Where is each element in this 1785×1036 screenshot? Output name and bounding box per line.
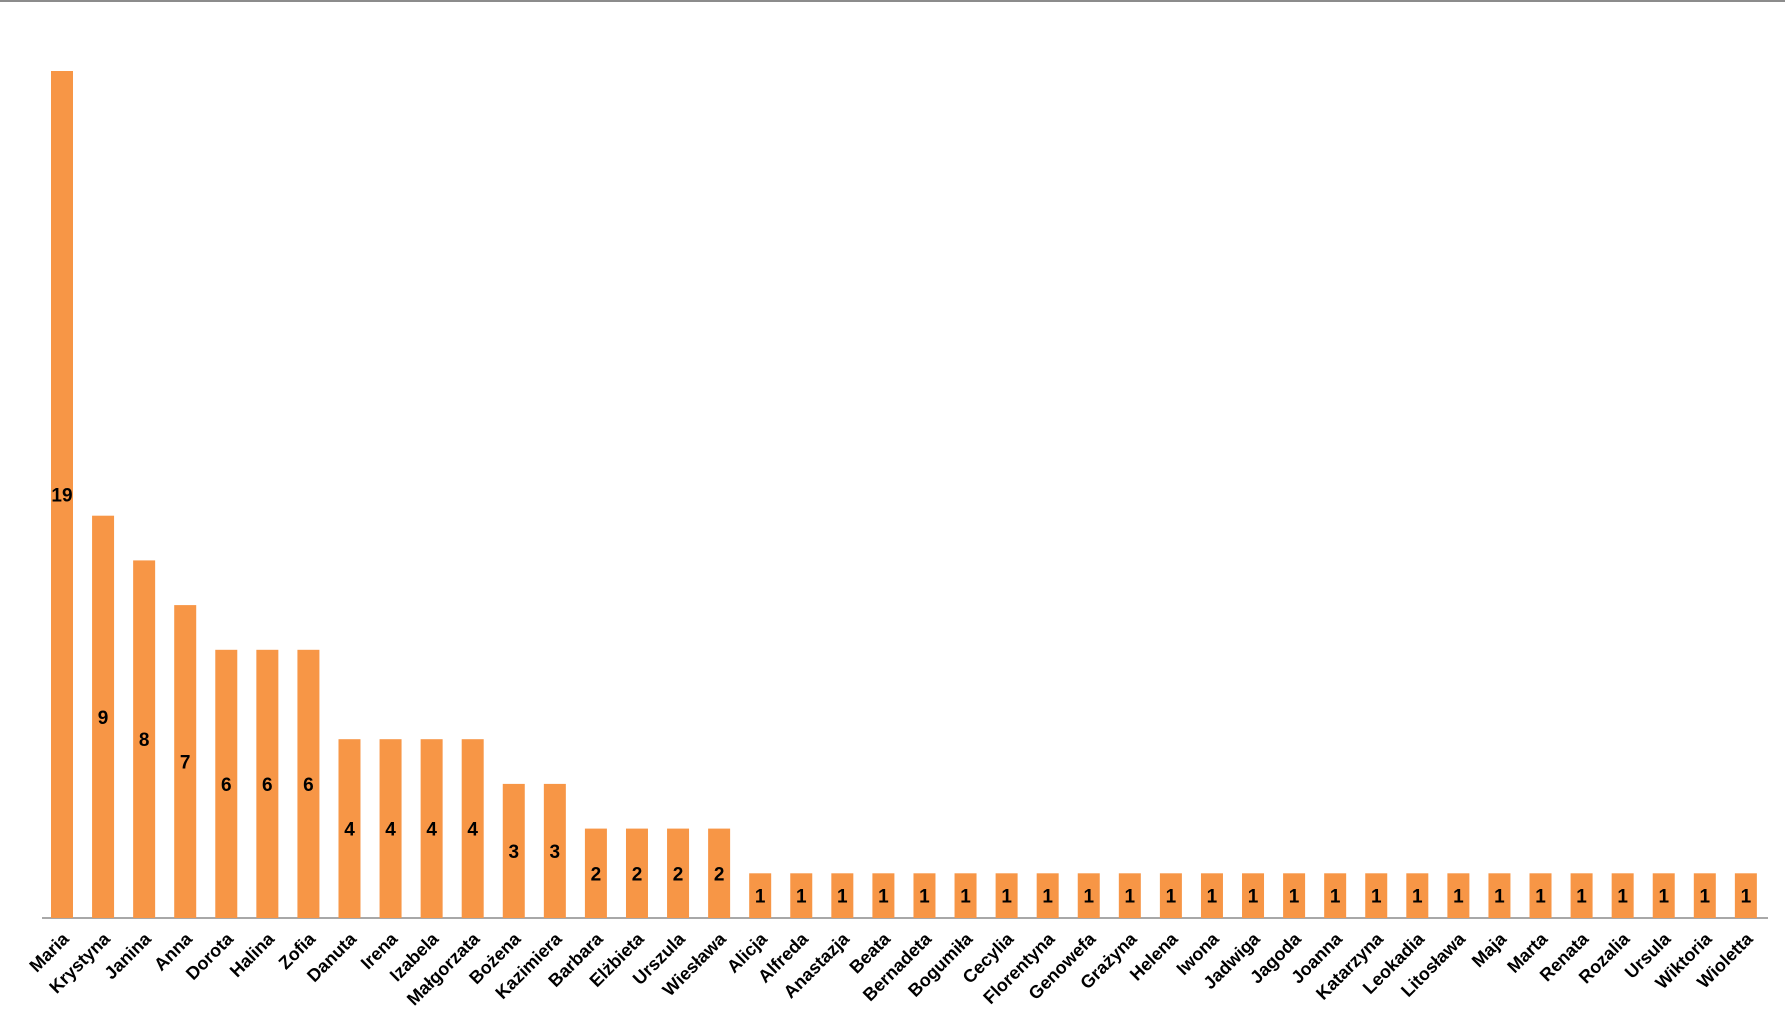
data-label: 1 xyxy=(1248,887,1259,908)
bar xyxy=(1406,873,1429,918)
bar xyxy=(420,739,443,918)
bar xyxy=(1570,873,1593,918)
data-label: 1 xyxy=(1658,887,1669,908)
bar xyxy=(625,828,648,918)
bar xyxy=(831,873,854,918)
bar xyxy=(790,873,813,918)
bar xyxy=(1365,873,1388,918)
bar xyxy=(1036,873,1059,918)
data-label: 6 xyxy=(262,775,273,796)
data-label: 1 xyxy=(1330,887,1341,908)
data-label: 1 xyxy=(1494,887,1505,908)
data-label: 9 xyxy=(98,708,109,729)
data-label: 1 xyxy=(1741,887,1752,908)
bar xyxy=(1283,873,1306,918)
bar xyxy=(92,515,115,918)
bar xyxy=(1324,873,1347,918)
data-label: 2 xyxy=(714,864,725,885)
x-tick-label: Halina xyxy=(226,928,279,981)
bar xyxy=(256,649,279,918)
data-label: 19 xyxy=(51,486,72,507)
bar xyxy=(174,605,197,918)
bar xyxy=(543,783,566,918)
bar xyxy=(913,873,936,918)
bar xyxy=(1652,873,1675,918)
data-label: 1 xyxy=(1576,887,1587,908)
x-tick-label: Janina xyxy=(100,928,155,983)
bar xyxy=(995,873,1018,918)
bar xyxy=(1447,873,1470,918)
data-label: 1 xyxy=(960,887,971,908)
x-tick-label: Helena xyxy=(1126,928,1183,985)
bar xyxy=(1488,873,1511,918)
data-label: 1 xyxy=(1125,887,1136,908)
bar xyxy=(338,739,361,918)
data-label: 4 xyxy=(385,820,396,841)
bar xyxy=(133,560,156,918)
data-label: 1 xyxy=(1412,887,1423,908)
data-label: 1 xyxy=(878,887,889,908)
bar xyxy=(1159,873,1182,918)
bar xyxy=(1529,873,1552,918)
bar xyxy=(872,873,895,918)
x-tick-label: Dorota xyxy=(182,928,238,984)
bar xyxy=(749,873,772,918)
bar xyxy=(954,873,977,918)
bar xyxy=(1611,873,1634,918)
data-label: 7 xyxy=(180,753,191,774)
bar xyxy=(584,828,607,918)
data-label: 1 xyxy=(1166,887,1177,908)
bar xyxy=(215,649,238,918)
data-label: 3 xyxy=(550,842,561,863)
bar xyxy=(297,649,320,918)
data-label: 3 xyxy=(508,842,519,863)
data-label: 1 xyxy=(1001,887,1012,908)
bar xyxy=(708,828,731,918)
bar xyxy=(379,739,402,918)
bar xyxy=(1200,873,1223,918)
data-label: 1 xyxy=(755,887,766,908)
data-label: 1 xyxy=(1289,887,1300,908)
data-label: 6 xyxy=(221,775,232,796)
data-label: 1 xyxy=(1453,887,1464,908)
data-label: 1 xyxy=(1617,887,1628,908)
data-label: 1 xyxy=(1700,887,1711,908)
data-label: 4 xyxy=(426,820,437,841)
data-label: 6 xyxy=(303,775,314,796)
data-label: 1 xyxy=(1083,887,1094,908)
data-label: 1 xyxy=(919,887,930,908)
data-label: 4 xyxy=(467,820,478,841)
data-label: 1 xyxy=(1371,887,1382,908)
bar xyxy=(1693,873,1716,918)
bar xyxy=(1242,873,1265,918)
data-label: 1 xyxy=(1535,887,1546,908)
bar xyxy=(667,828,690,918)
data-label: 2 xyxy=(632,864,643,885)
bar xyxy=(1734,873,1757,918)
chart-top-border xyxy=(0,0,1785,2)
data-label: 2 xyxy=(591,864,602,885)
bar xyxy=(502,783,525,918)
bar xyxy=(51,71,73,918)
data-label: 2 xyxy=(673,864,684,885)
data-label: 4 xyxy=(344,820,355,841)
data-label: 1 xyxy=(1207,887,1218,908)
bar xyxy=(1077,873,1100,918)
data-label: 1 xyxy=(796,887,807,908)
data-label: 8 xyxy=(139,730,150,751)
data-label: 1 xyxy=(837,887,848,908)
bar xyxy=(461,739,484,918)
data-label: 1 xyxy=(1042,887,1053,908)
bar xyxy=(1118,873,1141,918)
